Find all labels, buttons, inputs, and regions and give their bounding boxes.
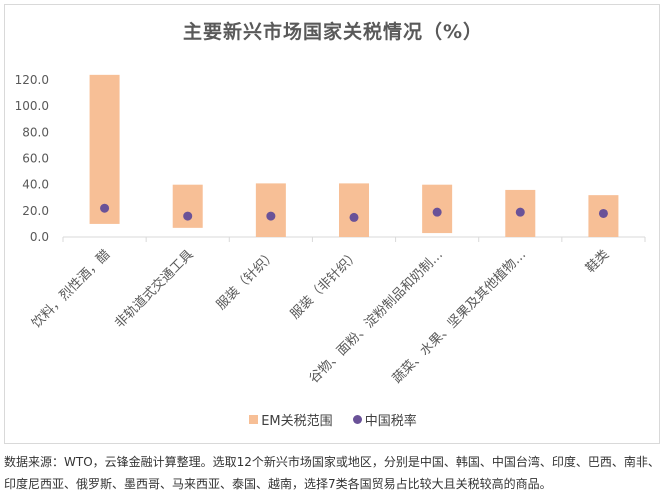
china-rate-dot	[349, 212, 359, 222]
x-category-label: 蔬菜、水果、坚果及其他植物…	[390, 247, 529, 386]
x-category-label: 鞋类	[583, 247, 613, 277]
china-rate-dot	[598, 208, 608, 218]
y-tick-label: 20.0	[22, 204, 49, 218]
chart-plot: 0.0 20.0 40.0 60.0 80.0 100.0 120.0 饮料，烈性酒，醋非轨道…	[15, 73, 646, 387]
china-rate-dot	[100, 203, 110, 213]
x-category-label: 谷物、面粉、淀粉制品和奶制…	[307, 247, 446, 386]
legend-label-range: EM关税范围	[261, 414, 333, 429]
china-rate-dot	[515, 207, 525, 217]
legend-swatch-dot	[352, 415, 362, 424]
y-tick-label: 120.0	[15, 73, 49, 87]
y-tick-label: 60.0	[22, 152, 49, 166]
china-rate-dot	[266, 211, 276, 221]
y-tick-label: 80.0	[22, 125, 49, 139]
x-category-label: 饮料，烈性酒，醋	[29, 247, 114, 332]
legend-swatch-range	[249, 415, 259, 424]
legend-label-dot: 中国税率	[364, 414, 417, 429]
legend-item-range: EM关税范围	[249, 410, 333, 429]
china-rate-dot	[432, 207, 442, 217]
range-bar	[172, 184, 203, 228]
chart-legend: EM关税范围 中国税率	[5, 410, 661, 429]
source-note: 数据来源：WTO，云锋金融计算整理。选取12个新兴市场国家或地区，分别是中国、韩…	[4, 455, 660, 491]
y-tick-label: 100.0	[15, 99, 49, 113]
range-bar	[255, 183, 286, 237]
chart-title: 主要新兴市场国家关税情况（%）	[182, 21, 484, 43]
range-bar	[339, 183, 369, 237]
x-category-label: 非轨道式交通工具	[112, 247, 197, 332]
y-tick-label: 0.0	[30, 230, 49, 244]
china-rate-dot	[183, 211, 193, 221]
x-category-label: 服装（针织）	[214, 247, 280, 313]
legend-item-dot: 中国税率	[352, 410, 417, 429]
y-tick-label: 40.0	[22, 178, 49, 192]
x-category-label: 服装（非针织）	[288, 247, 363, 322]
range-bar	[89, 74, 120, 224]
chart-frame: 主要新兴市场国家关税情况（%） 0.0 20.0 40.0 60.0 80.0 100.0…	[4, 4, 660, 444]
